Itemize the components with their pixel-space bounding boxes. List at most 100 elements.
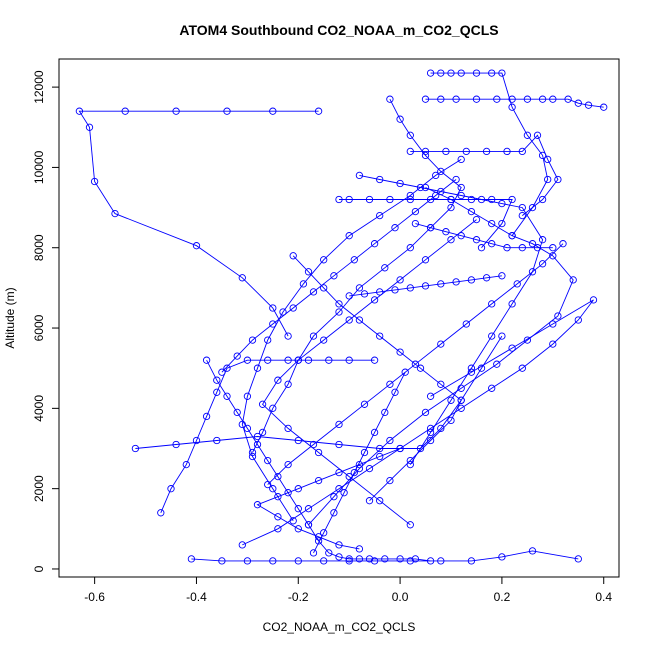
data-point (437, 167, 445, 176)
data-point (544, 175, 552, 184)
data-point (360, 400, 369, 408)
data-point (447, 195, 455, 204)
data-point (457, 155, 465, 164)
series-profile-d (238, 155, 465, 525)
series-profile-p (335, 195, 516, 252)
data-point (528, 203, 537, 212)
data-point (345, 292, 353, 300)
series-profile-s (253, 444, 404, 553)
data-point (370, 428, 379, 437)
data-point (447, 236, 455, 244)
data-point (467, 195, 476, 204)
data-point (355, 545, 364, 553)
data-point (279, 308, 287, 316)
data-point (304, 521, 313, 529)
data-point (426, 428, 435, 437)
series-line (292, 255, 462, 502)
data-point (365, 555, 374, 563)
data-point (376, 332, 384, 340)
data-point (437, 187, 445, 196)
data-point (472, 95, 481, 103)
data-point (330, 493, 338, 501)
data-point (294, 485, 302, 493)
data-point (406, 521, 414, 529)
data-point (350, 256, 358, 264)
data-point (584, 101, 593, 109)
data-point (406, 284, 414, 292)
series-profile-q (309, 368, 409, 557)
series-profile-i (187, 547, 582, 565)
data-point (202, 412, 211, 421)
data-point (533, 131, 542, 139)
data-point (238, 541, 246, 549)
data-point (503, 147, 511, 156)
x-tick-label: 0.4 (595, 590, 612, 604)
data-point (406, 456, 414, 465)
data-point (376, 175, 384, 184)
data-point (233, 352, 241, 360)
series-line (313, 371, 406, 554)
data-point (243, 392, 252, 400)
data-point (406, 191, 414, 200)
data-point (482, 147, 491, 156)
data-point (345, 316, 353, 324)
data-point (258, 428, 267, 437)
data-point (218, 557, 226, 565)
data-point (269, 485, 277, 493)
data-point (294, 557, 302, 565)
data-point (376, 444, 384, 453)
data-point (376, 452, 384, 461)
series-profile-e (304, 183, 577, 529)
data-point (437, 424, 445, 433)
data-point (488, 332, 496, 340)
data-point (462, 320, 470, 328)
data-point (411, 555, 420, 563)
data-point (528, 268, 537, 276)
y-tick-label: 8000 (32, 234, 46, 261)
data-point (320, 284, 328, 292)
data-point (406, 460, 414, 469)
data-point (482, 274, 491, 282)
data-point (589, 296, 598, 304)
data-point (350, 468, 358, 477)
data-point (386, 380, 394, 388)
data-point (406, 195, 414, 204)
data-point (243, 424, 252, 433)
data-point (508, 195, 516, 204)
data-point (452, 175, 460, 184)
y-tick-label: 4000 (32, 395, 46, 422)
data-point (264, 336, 272, 344)
data-point (452, 95, 460, 103)
series-profile-top-left-excursion (75, 107, 323, 340)
data-point (381, 408, 389, 417)
data-point (269, 304, 277, 312)
data-point (416, 444, 425, 453)
x-tick-label: -0.2 (288, 590, 309, 604)
data-point (345, 356, 353, 364)
data-point (264, 456, 272, 465)
data-point (320, 256, 328, 264)
data-point (309, 332, 318, 340)
data-point (396, 276, 404, 284)
data-point (223, 364, 231, 372)
data-point (600, 103, 608, 111)
data-point (320, 336, 328, 344)
data-point (345, 555, 353, 563)
data-point (335, 440, 343, 449)
series-line (339, 199, 513, 248)
data-point (192, 242, 201, 250)
data-point (457, 69, 465, 77)
data-point (457, 232, 465, 240)
data-point (274, 493, 282, 501)
data-point (508, 103, 516, 111)
data-point (121, 107, 129, 115)
data-point (488, 219, 496, 228)
data-point (396, 444, 404, 453)
data-point (253, 432, 262, 441)
data-point (523, 131, 532, 139)
data-point (498, 219, 506, 228)
data-point (498, 272, 506, 280)
data-point (437, 557, 445, 565)
data-point (335, 541, 343, 549)
data-point (447, 396, 455, 404)
